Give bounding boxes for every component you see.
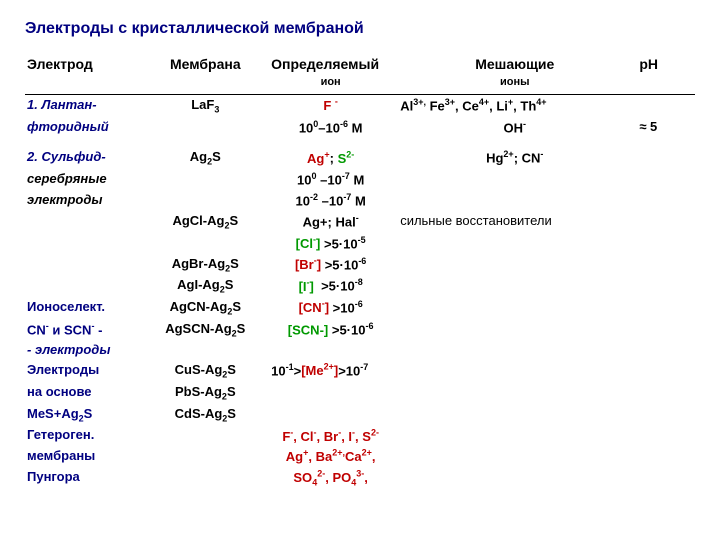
ion: [SCN-] >5·10-6 (269, 319, 398, 341)
table-row: 1. Лантан- LaF3 F - Al3+, Fe3+, Ce4+, Li… (25, 95, 695, 117)
table-row: MeS+Ag2S CdS-Ag2S (25, 404, 695, 426)
hdr-int-sub: ионы (398, 74, 637, 94)
header-sub-row: ион ионы (25, 74, 695, 94)
table-row: Ионоселект. AgCN-Ag2S [CN-] >10-6 (25, 297, 695, 319)
membrane: AgBr-Ag2S (147, 254, 269, 276)
electrode-name: электроды (25, 190, 147, 211)
membrane: AgCl-Ag2S (147, 211, 269, 233)
electrode-name: 1. Лантан- (25, 95, 147, 117)
electrode-name: Электроды (25, 360, 147, 382)
table-row: 2. Сульфид- Ag2S Ag+; S2- Hg2+; CN- (25, 147, 695, 169)
ion: F - (269, 95, 398, 117)
ion: Ag+; S2- (269, 147, 398, 169)
electrode-name: 2. Сульфид- (25, 147, 147, 169)
hdr-ion-sub: ион (269, 74, 398, 94)
ion: SO42-, PO43-, (269, 467, 398, 490)
electrode-name: - электроды (25, 340, 147, 360)
membrane: CdS-Ag2S (147, 404, 269, 426)
membrane: AgSCN-Ag2S (147, 319, 269, 341)
membrane: AgI-Ag2S (147, 275, 269, 297)
interfering: Al3+, Fe3+, Ce4+, Li+, Th4+ (398, 95, 637, 117)
table-row: на основе PbS-Ag2S (25, 382, 695, 404)
ion: 10-2 –10-7 M (269, 190, 398, 211)
table-row: AgI-Ag2S [I-] >5·10-8 (25, 275, 695, 297)
hdr-interfering: Мешающие (398, 54, 637, 74)
table-row: [Cl-] >5·10-5 (25, 233, 695, 254)
spacer (25, 137, 695, 147)
ion: F-, Cl-, Br-, I-, S2- (269, 425, 398, 446)
ion: Ag+; Hal- (269, 211, 398, 233)
hdr-membrane: Мембрана (147, 54, 269, 74)
table-row: мембраны Ag+, Ba2+,Ca2+, (25, 446, 695, 467)
ion: 100–10-6 M (269, 117, 398, 138)
table-row: - электроды (25, 340, 695, 360)
table-row: CN- и SCN- - AgSCN-Ag2S [SCN-] >5·10-6 (25, 319, 695, 341)
interfering: сильные восстановители (398, 211, 637, 233)
ion: [I-] >5·10-8 (269, 275, 398, 297)
table-row: фторидный 100–10-6 M OH- ≈ 5 (25, 117, 695, 138)
ion: [Br-] >5·10-6 (269, 254, 398, 276)
hdr-ph: pH (637, 54, 695, 74)
membrane: PbS-Ag2S (147, 382, 269, 404)
table-row: Пунгора SO42-, PO43-, (25, 467, 695, 490)
membrane: AgCN-Ag2S (147, 297, 269, 319)
ion: 100 –10-7 M (269, 169, 398, 190)
electrode-name: фторидный (25, 117, 147, 138)
electrode-name: мембраны (25, 446, 147, 467)
electrode-name: Гетероген. (25, 425, 147, 446)
table-row: серебряные 100 –10-7 M (25, 169, 695, 190)
ion: [Cl-] >5·10-5 (269, 233, 398, 254)
ion: 10-1>[Me2+]>10-7 (269, 360, 398, 382)
hdr-ion: Определяемый (269, 54, 398, 74)
electrode-name: на основе (25, 382, 147, 404)
electrode-name: CN- и SCN- - (25, 319, 147, 341)
membrane: Ag2S (147, 147, 269, 169)
electrode-name: Пунгора (25, 467, 147, 490)
interfering: OH- (398, 117, 637, 138)
ion: Ag+, Ba2+,Ca2+, (269, 446, 398, 467)
electrode-name: серебряные (25, 169, 147, 190)
table-row: AgCl-Ag2S Ag+; Hal- сильные восстановите… (25, 211, 695, 233)
page-title: Электроды с кристаллической мембраной (25, 20, 695, 38)
electrode-name: Ионоселект. (25, 297, 147, 319)
table-row: AgBr-Ag2S [Br-] >5·10-6 (25, 254, 695, 276)
membrane: CuS-Ag2S (147, 360, 269, 382)
table-row: Электроды CuS-Ag2S 10-1>[Me2+]>10-7 (25, 360, 695, 382)
electrode-name: MeS+Ag2S (25, 404, 147, 426)
ph-value: ≈ 5 (637, 117, 695, 138)
electrode-table: Электрод Мембрана Определяемый Мешающие … (25, 54, 695, 490)
membrane: LaF3 (147, 95, 269, 117)
ion: [CN-] >10-6 (269, 297, 398, 319)
header-row: Электрод Мембрана Определяемый Мешающие … (25, 54, 695, 74)
table-row: электроды 10-2 –10-7 M (25, 190, 695, 211)
hdr-electrode: Электрод (25, 54, 147, 74)
interfering: Hg2+; CN- (398, 147, 637, 169)
table-row: Гетероген. F-, Cl-, Br-, I-, S2- (25, 425, 695, 446)
